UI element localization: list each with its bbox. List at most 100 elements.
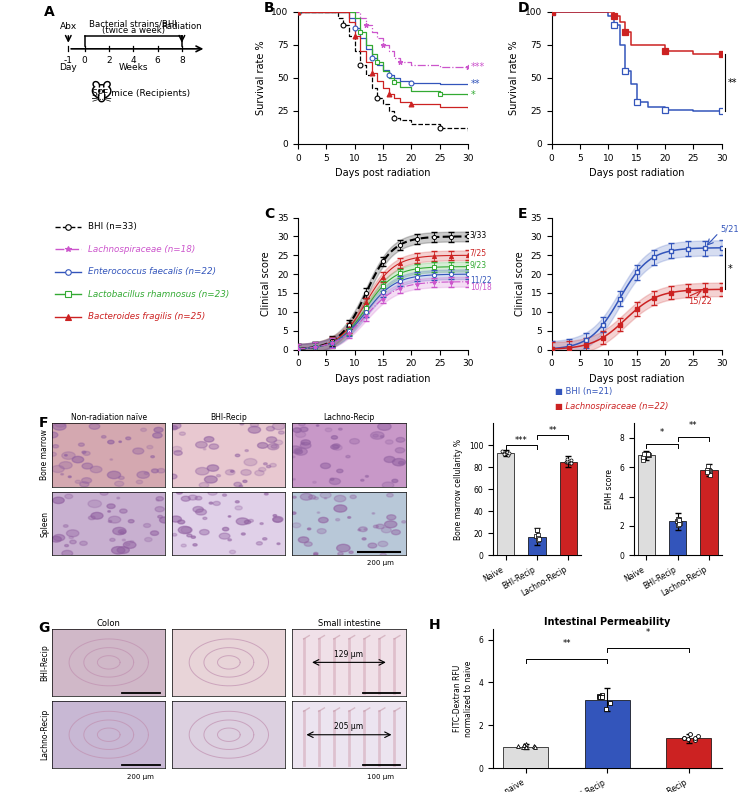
Text: BHI (n=33): BHI (n=33) [88,223,137,231]
Circle shape [53,423,66,430]
Circle shape [228,516,231,517]
Y-axis label: Survival rate %: Survival rate % [509,40,519,115]
Circle shape [333,445,342,450]
Text: Abx: Abx [60,22,77,31]
Text: H: H [429,618,440,632]
Text: 100 μm: 100 μm [368,774,394,779]
Circle shape [172,447,182,452]
Circle shape [53,497,64,504]
Bar [585,699,629,768]
Text: **: ** [562,639,571,648]
Circle shape [324,497,327,499]
Circle shape [399,462,404,464]
Circle shape [62,550,73,557]
Title: Lachno-Recip: Lachno-Recip [324,413,374,422]
Circle shape [331,436,338,439]
Circle shape [60,462,72,469]
Text: 11/22: 11/22 [469,276,491,284]
Bar [504,747,548,768]
Circle shape [380,436,384,437]
Circle shape [179,526,191,534]
Text: **: ** [471,79,481,89]
Circle shape [268,444,279,450]
Text: -1: -1 [64,56,73,65]
Circle shape [101,436,106,438]
Circle shape [229,550,236,554]
Circle shape [147,445,153,449]
Circle shape [91,512,103,519]
Text: **: ** [689,421,698,430]
Circle shape [199,482,209,488]
Text: 🐭: 🐭 [89,83,112,105]
Circle shape [270,463,276,467]
Circle shape [151,455,155,458]
Circle shape [65,545,68,546]
Circle shape [228,539,231,541]
Circle shape [314,497,318,500]
Circle shape [362,538,366,540]
Circle shape [209,444,219,449]
Text: Enterococcus faecalis (n=22): Enterococcus faecalis (n=22) [88,267,216,276]
Circle shape [235,501,240,503]
Circle shape [169,474,177,479]
Circle shape [241,470,251,475]
Circle shape [128,520,134,523]
Circle shape [372,512,375,514]
Circle shape [137,471,150,478]
Circle shape [248,426,260,433]
Circle shape [109,516,121,523]
Circle shape [293,428,301,432]
Text: 200 μm: 200 μm [367,560,394,566]
Circle shape [117,546,129,554]
Circle shape [368,543,376,548]
Circle shape [373,434,378,437]
Circle shape [89,424,100,429]
Circle shape [292,523,301,527]
Circle shape [234,482,242,486]
Circle shape [301,440,310,445]
Circle shape [397,437,405,442]
Text: 7/25: 7/25 [469,249,487,258]
Circle shape [274,440,283,445]
Circle shape [321,463,330,469]
Circle shape [141,428,147,432]
Circle shape [318,517,328,523]
Circle shape [49,452,57,456]
Circle shape [108,511,110,512]
Circle shape [387,515,396,520]
Text: **: ** [548,426,557,435]
Circle shape [182,544,186,547]
Bar [497,453,514,555]
Circle shape [182,497,190,501]
Circle shape [196,467,209,475]
Circle shape [385,440,393,444]
Circle shape [272,423,285,430]
Circle shape [48,432,58,438]
Circle shape [82,463,92,469]
Text: Bacterial strains/BHI: Bacterial strains/BHI [89,19,177,29]
Circle shape [209,502,213,504]
Circle shape [266,437,277,443]
Circle shape [292,512,296,514]
Text: 2: 2 [106,56,112,65]
Circle shape [263,463,267,465]
Circle shape [178,520,185,524]
Circle shape [65,455,67,456]
Circle shape [80,482,89,487]
Text: 205 μm: 205 μm [334,722,364,731]
Circle shape [191,536,196,539]
Circle shape [292,497,296,498]
Circle shape [118,530,126,534]
Circle shape [213,501,220,505]
Circle shape [113,527,126,535]
Text: 6: 6 [155,56,161,65]
Circle shape [237,518,248,525]
Circle shape [266,426,275,431]
Circle shape [243,480,247,482]
Circle shape [107,471,121,478]
Y-axis label: Clinical score: Clinical score [261,251,272,316]
Circle shape [70,540,76,544]
Circle shape [150,531,158,535]
Circle shape [248,520,254,522]
Circle shape [126,543,130,546]
